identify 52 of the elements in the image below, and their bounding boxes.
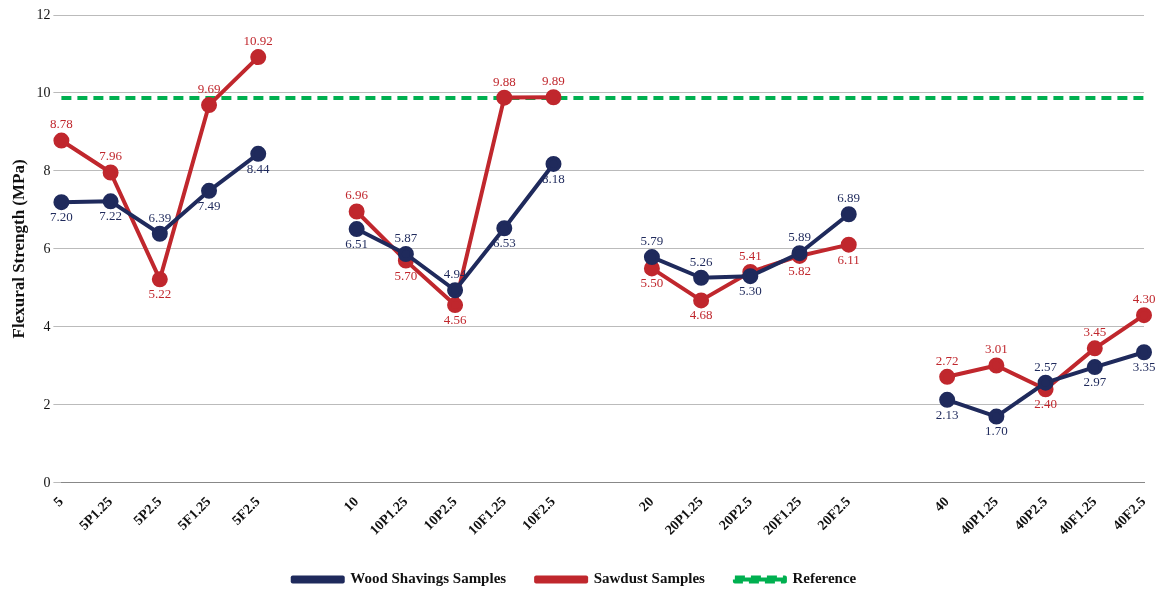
data-label: 7.49 bbox=[197, 197, 221, 213]
data-label: 2.40 bbox=[1034, 396, 1057, 412]
y-tick-label: 6 bbox=[43, 240, 51, 256]
data-label: 5.22 bbox=[148, 286, 172, 302]
data-label: 1.70 bbox=[985, 423, 1008, 439]
data-label: 5.41 bbox=[738, 247, 762, 263]
data-label: 5.87 bbox=[394, 229, 418, 245]
data-label: 7.20 bbox=[50, 209, 73, 225]
data-label: 6.89 bbox=[837, 190, 861, 206]
x-tick-label: 40 bbox=[931, 493, 952, 515]
data-label: 8.44 bbox=[246, 160, 271, 176]
data-label: 2.13 bbox=[935, 406, 959, 422]
data-label: 2.72 bbox=[935, 352, 959, 368]
legend-label: Sawdust Samples bbox=[593, 570, 706, 587]
data-label: 8.78 bbox=[50, 116, 73, 132]
data-label: 5.70 bbox=[394, 267, 418, 283]
data-label: 4.56 bbox=[443, 311, 467, 327]
data-label: 9.89 bbox=[542, 73, 565, 89]
data-label: 3.45 bbox=[1083, 324, 1107, 340]
data-label: 10.92 bbox=[243, 33, 273, 49]
data-label: 9.69 bbox=[197, 80, 221, 96]
data-label: 6.96 bbox=[345, 187, 369, 203]
data-label: 3.01 bbox=[985, 341, 1008, 357]
data-label: 6.51 bbox=[345, 235, 369, 251]
y-tick-label: 12 bbox=[36, 6, 51, 22]
data-label: 7.96 bbox=[99, 148, 123, 164]
x-tick-label: 20 bbox=[636, 493, 657, 515]
y-tick-label: 0 bbox=[43, 474, 51, 490]
x-tick-label: 5 bbox=[50, 493, 67, 510]
data-label: 5.82 bbox=[788, 262, 811, 278]
y-tick-label: 2 bbox=[43, 396, 51, 412]
data-label: 6.39 bbox=[148, 209, 172, 225]
data-label: 4.30 bbox=[1132, 291, 1156, 307]
y-tick-label: 10 bbox=[36, 84, 51, 100]
data-label: 5.79 bbox=[640, 233, 664, 249]
data-label: 5.30 bbox=[738, 283, 762, 299]
data-label: 2.57 bbox=[1034, 358, 1058, 374]
data-label: 7.22 bbox=[99, 208, 122, 224]
y-tick-label: 8 bbox=[43, 162, 51, 178]
data-label: 5.50 bbox=[640, 275, 664, 291]
legend-label: Wood Shavings Samples bbox=[350, 570, 507, 587]
y-axis-title: Flexural Strength (MPa) bbox=[8, 159, 28, 339]
data-label: 5.26 bbox=[689, 253, 713, 269]
data-label: 3.35 bbox=[1132, 359, 1156, 375]
data-label: 4.68 bbox=[689, 307, 713, 323]
data-label: 6.11 bbox=[837, 251, 860, 267]
x-tick-label: 10 bbox=[340, 493, 362, 515]
data-label: 9.88 bbox=[492, 73, 516, 89]
data-label: 2.97 bbox=[1083, 373, 1107, 389]
y-tick-label: 4 bbox=[43, 318, 51, 334]
legend-label: Reference bbox=[792, 570, 857, 587]
data-label: 5.89 bbox=[788, 229, 811, 245]
